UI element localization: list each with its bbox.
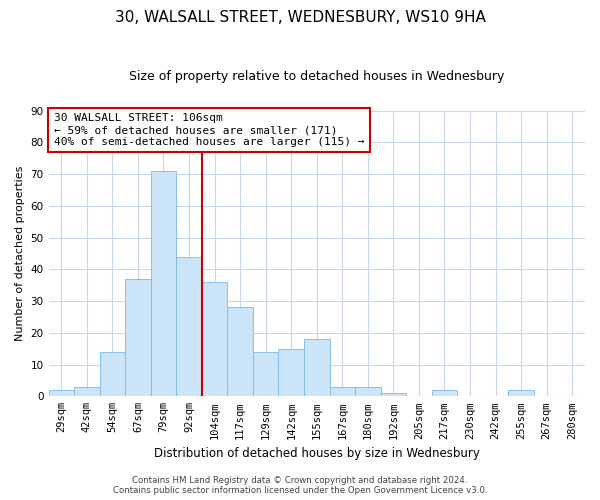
Bar: [380, 393, 406, 396]
Bar: [227, 308, 253, 396]
Bar: [329, 387, 355, 396]
Title: Size of property relative to detached houses in Wednesbury: Size of property relative to detached ho…: [129, 70, 505, 83]
Bar: [508, 390, 534, 396]
Text: Contains HM Land Registry data © Crown copyright and database right 2024.
Contai: Contains HM Land Registry data © Crown c…: [113, 476, 487, 495]
Bar: [278, 348, 304, 397]
Bar: [125, 279, 151, 396]
Bar: [432, 390, 457, 396]
Bar: [49, 390, 74, 396]
Bar: [151, 171, 176, 396]
Bar: [253, 352, 278, 397]
Bar: [202, 282, 227, 397]
Bar: [74, 387, 100, 396]
Bar: [304, 339, 329, 396]
Text: 30, WALSALL STREET, WEDNESBURY, WS10 9HA: 30, WALSALL STREET, WEDNESBURY, WS10 9HA: [115, 10, 485, 25]
X-axis label: Distribution of detached houses by size in Wednesbury: Distribution of detached houses by size …: [154, 447, 480, 460]
Bar: [176, 256, 202, 396]
Bar: [100, 352, 125, 397]
Text: 30 WALSALL STREET: 106sqm
← 59% of detached houses are smaller (171)
40% of semi: 30 WALSALL STREET: 106sqm ← 59% of detac…: [54, 114, 364, 146]
Bar: [355, 387, 380, 396]
Y-axis label: Number of detached properties: Number of detached properties: [15, 166, 25, 341]
